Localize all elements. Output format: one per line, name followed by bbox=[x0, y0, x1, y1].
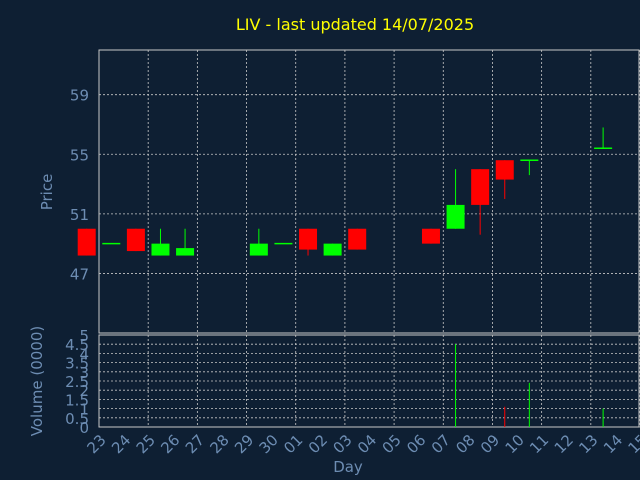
volume-tick-label: 3 bbox=[79, 364, 89, 382]
volume-tick-label: 4.5 bbox=[65, 336, 89, 354]
x-tick-label: 03 bbox=[329, 431, 355, 457]
candle-body bbox=[495, 160, 514, 180]
price-tick-label: 59 bbox=[70, 87, 89, 105]
x-tick-label: 28 bbox=[206, 431, 232, 457]
candle-body bbox=[348, 228, 367, 250]
x-axis-label: Day bbox=[333, 458, 363, 476]
chart-title: LIV - last updated 14/07/2025 bbox=[236, 15, 474, 34]
x-tick-label: 09 bbox=[477, 431, 503, 457]
x-tick-label: 08 bbox=[452, 431, 478, 457]
candle-body bbox=[421, 228, 440, 244]
x-tick-label: 29 bbox=[231, 431, 257, 457]
candle-body bbox=[446, 204, 465, 229]
candle-body bbox=[176, 248, 195, 256]
x-tick-label: 27 bbox=[182, 431, 208, 457]
x-tick-label: 24 bbox=[108, 431, 134, 457]
candle-body bbox=[77, 228, 96, 256]
price-tick-label: 55 bbox=[70, 146, 89, 164]
x-tick-label: 25 bbox=[133, 431, 159, 457]
volume-tick-label: 0.5 bbox=[65, 410, 89, 428]
candle-body bbox=[323, 243, 342, 256]
x-tick-label: 30 bbox=[256, 431, 282, 457]
x-tick-label: 15 bbox=[625, 431, 640, 457]
candle-body bbox=[126, 228, 145, 252]
volume-tick-label: 1 bbox=[79, 401, 89, 419]
price-tick-label: 51 bbox=[70, 206, 89, 224]
volume-tick-label: 0 bbox=[79, 419, 89, 437]
price-axis-label: Price bbox=[38, 174, 56, 211]
price-plot-frame bbox=[98, 49, 640, 334]
x-tick-label: 06 bbox=[403, 431, 429, 457]
price-tick-label: 47 bbox=[70, 265, 89, 283]
candle-body bbox=[151, 243, 170, 256]
x-tick-label: 11 bbox=[526, 431, 552, 457]
candle-body bbox=[471, 169, 490, 205]
volume-panel: 00.511.522.533.544.55 bbox=[65, 327, 640, 437]
volume-tick-label: 5 bbox=[79, 327, 89, 345]
volume-tick-label: 3.5 bbox=[65, 355, 89, 373]
volume-tick-label: 1.5 bbox=[65, 391, 89, 409]
x-tick-label: 10 bbox=[502, 431, 528, 457]
x-tick-label: 12 bbox=[551, 431, 577, 457]
x-tick-label: 05 bbox=[379, 431, 405, 457]
candle-body bbox=[249, 243, 268, 256]
volume-tick-label: 2 bbox=[79, 382, 89, 400]
x-tick-label: 13 bbox=[575, 431, 601, 457]
candle-body bbox=[299, 228, 318, 250]
volume-tick-label: 2.5 bbox=[65, 373, 89, 391]
x-tick-label: 07 bbox=[428, 431, 454, 457]
x-tick-label: 02 bbox=[305, 431, 331, 457]
volume-tick-label: 4 bbox=[79, 345, 89, 363]
volume-axis-label: Volume (0000) bbox=[28, 326, 46, 436]
x-tick-label: 26 bbox=[157, 431, 183, 457]
price-panel: 47 51 55 59 bbox=[70, 49, 640, 334]
x-tick-label: 01 bbox=[280, 431, 306, 457]
x-tick-label: 14 bbox=[600, 431, 626, 457]
x-tick-label: 04 bbox=[354, 431, 380, 457]
